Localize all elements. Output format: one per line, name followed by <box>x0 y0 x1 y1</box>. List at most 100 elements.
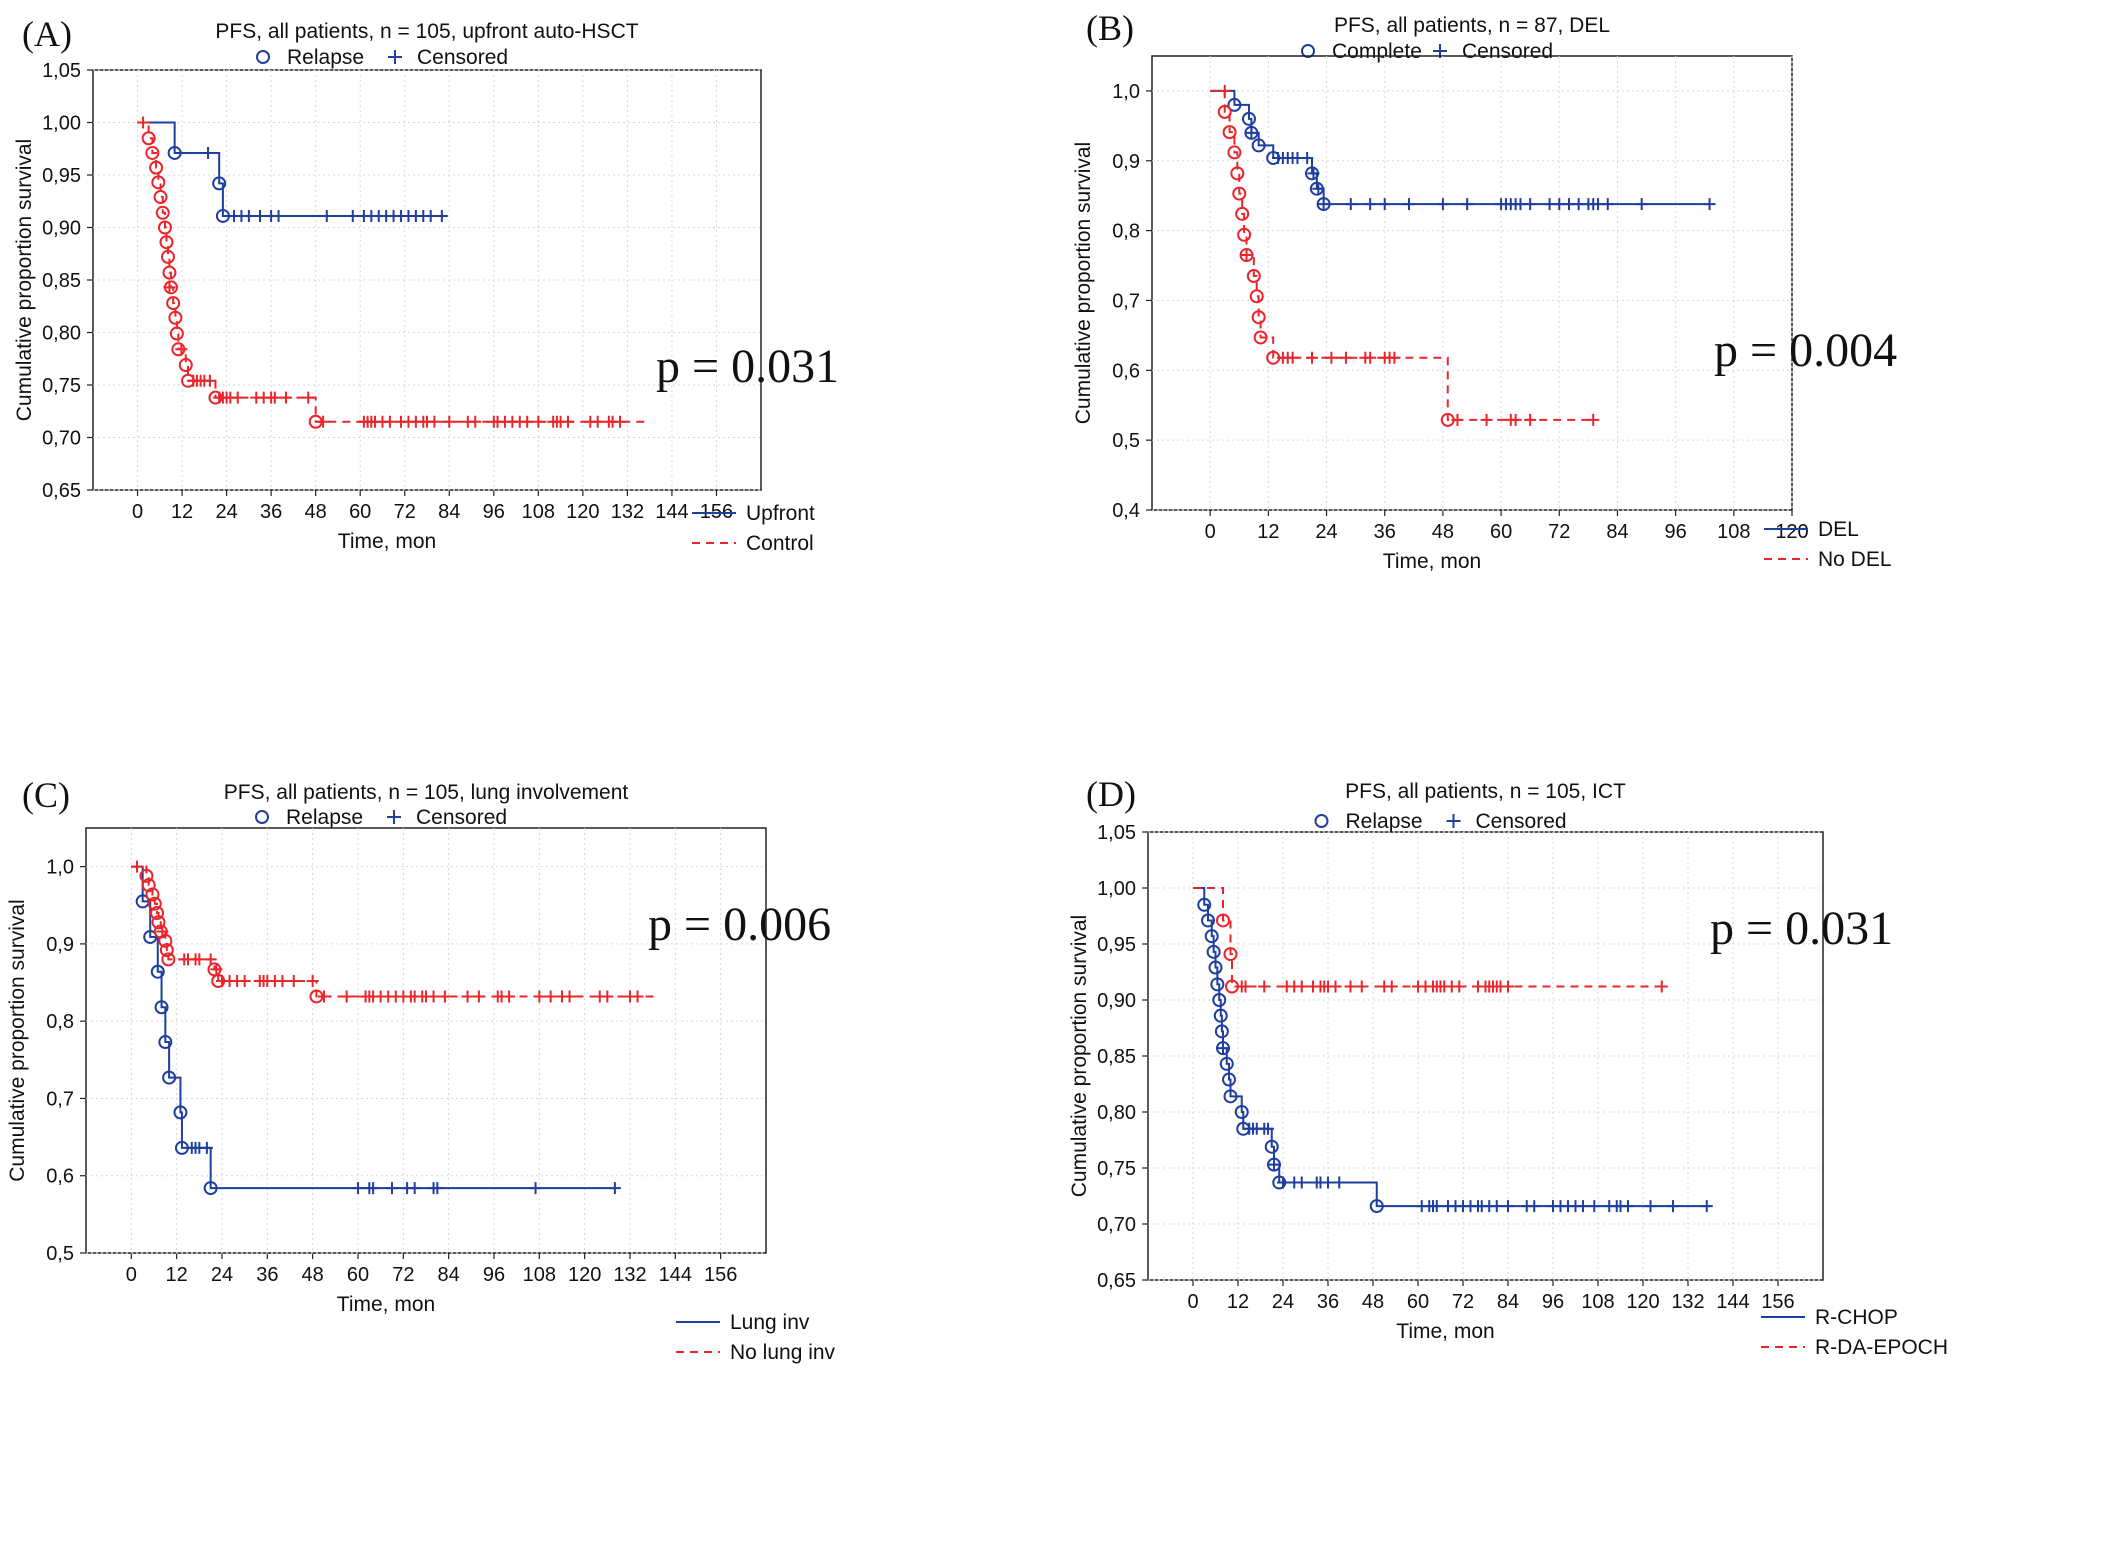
event-marker <box>153 190 168 205</box>
x-tick-label: 108 <box>522 501 555 523</box>
censored-marker <box>1655 980 1668 993</box>
censored-marker <box>1502 1200 1514 1213</box>
x-tick-label: 144 <box>659 1264 692 1286</box>
censored-marker <box>1436 198 1449 211</box>
event-marker <box>1216 913 1230 928</box>
legend-censored-symbol <box>387 810 401 824</box>
survival-curve <box>1210 89 1594 421</box>
x-tick-label: 12 <box>1257 521 1279 543</box>
event-marker <box>159 235 174 250</box>
x-tick-label: 96 <box>483 501 505 523</box>
event-marker <box>151 915 166 930</box>
censored-marker <box>521 415 534 428</box>
series-solid <box>1210 89 1716 212</box>
event-marker <box>1232 186 1247 201</box>
censored-marker <box>1277 1176 1289 1189</box>
censored-marker <box>1325 351 1338 364</box>
censored-marker <box>1601 198 1614 211</box>
survival-curve <box>137 121 446 217</box>
censored-marker <box>1700 1200 1713 1213</box>
censored-marker <box>472 990 485 1003</box>
x-axis-title: Time, mon <box>337 1293 435 1316</box>
x-tick-label: 12 <box>166 1264 188 1286</box>
y-tick-label: 0,70 <box>42 428 81 450</box>
censored-marker <box>1333 1176 1346 1189</box>
censored-marker <box>408 1182 421 1195</box>
y-axis-title: Cumulative proportion survival <box>1072 142 1095 424</box>
event-marker <box>145 887 160 902</box>
censored-marker <box>1588 1200 1601 1213</box>
event-marker <box>139 868 154 883</box>
censored-marker <box>1344 980 1357 993</box>
censored-marker <box>1388 351 1401 364</box>
censored-marker <box>1355 980 1368 993</box>
event-marker <box>154 1000 169 1015</box>
survival-curve <box>1193 887 1662 988</box>
y-tick-label: 1,00 <box>1097 878 1136 900</box>
censored-marker <box>533 990 546 1003</box>
censored-marker <box>317 415 330 428</box>
chart-title: PFS, all patients, n = 105, ICT <box>1345 780 1626 803</box>
censored-marker <box>352 1182 364 1195</box>
legend-censored-symbol <box>1446 814 1461 828</box>
censored-marker <box>1587 413 1600 426</box>
plot-frame <box>85 827 767 1254</box>
event-marker <box>1227 145 1242 160</box>
panel-label: (C) <box>22 775 70 815</box>
event-marker <box>203 1181 218 1196</box>
y-tick-label: 0,70 <box>1097 1214 1136 1236</box>
y-axis-title: Cumulative proportion survival <box>1068 915 1091 1197</box>
censored-marker <box>1339 351 1352 364</box>
censored-marker <box>318 990 330 1003</box>
censored-marker <box>1364 351 1377 364</box>
censored-marker <box>461 990 474 1003</box>
censored-marker <box>268 391 281 404</box>
x-tick-label: 24 <box>215 501 237 523</box>
censored-marker <box>601 990 614 1003</box>
censored-marker <box>1667 1200 1679 1213</box>
censored-marker <box>287 975 300 987</box>
panel-a: (A) PFS, all patients, n = 105, upfront a… <box>0 0 1064 774</box>
event-marker <box>151 175 166 190</box>
censored-marker <box>1703 198 1716 211</box>
censored-marker <box>210 963 223 976</box>
y-tick-label: 1,05 <box>42 60 81 82</box>
x-tick-label: 36 <box>1374 521 1396 543</box>
event-marker <box>158 933 173 948</box>
x-tick-label: 48 <box>305 501 327 523</box>
event-marker <box>1264 1139 1279 1154</box>
censored-marker <box>1524 198 1537 211</box>
censored-marker <box>279 391 292 404</box>
censored-marker <box>1286 351 1299 364</box>
y-tick-label: 0,9 <box>46 934 74 956</box>
x-tick-label: 12 <box>171 501 193 523</box>
x-tick-label: 84 <box>1606 521 1628 543</box>
censored-marker <box>1502 980 1514 993</box>
censored-marker <box>1262 1122 1274 1135</box>
censored-marker <box>340 990 353 1003</box>
event-marker <box>1217 104 1232 119</box>
event-marker <box>150 906 165 920</box>
censored-marker <box>1268 1158 1280 1171</box>
p-value-annotation: p = 0.031 <box>1710 902 1893 955</box>
censored-marker <box>1451 413 1464 426</box>
x-axis-title: Time, mon <box>1383 550 1481 573</box>
x-tick-label: 60 <box>1490 521 1512 543</box>
censored-marker <box>383 415 396 428</box>
censored-marker <box>1317 198 1330 211</box>
censored-marker <box>1344 198 1357 211</box>
censored-marker <box>435 209 448 222</box>
event-marker <box>145 145 160 160</box>
event-marker <box>1241 111 1256 126</box>
x-tick-label: 84 <box>438 1264 460 1286</box>
group-legend-label: Control <box>746 532 814 555</box>
x-tick-label: 0 <box>132 501 143 523</box>
x-tick-label: 60 <box>349 501 371 523</box>
x-tick-label: 36 <box>260 501 282 523</box>
event-marker <box>167 145 182 160</box>
censored-marker <box>1329 980 1342 993</box>
y-tick-label: 0,90 <box>42 218 81 240</box>
censored-marker <box>469 415 482 428</box>
censored-marker <box>1218 84 1231 97</box>
y-tick-label: 0,85 <box>42 270 81 292</box>
